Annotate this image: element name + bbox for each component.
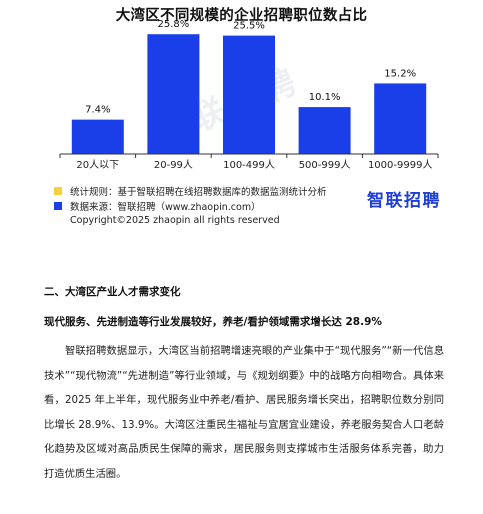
data-label-0: 7.4%	[85, 105, 110, 116]
bar-3	[298, 107, 351, 154]
legend-swatch-yellow	[54, 187, 62, 195]
x-tick-label-4: 1000-9999人	[368, 159, 433, 171]
section-heading: 二、大湾区产业人才需求变化	[44, 286, 181, 298]
legend-swatch-blue	[54, 202, 62, 210]
data-label-2: 25.5%	[233, 21, 265, 32]
bar-4	[374, 83, 427, 154]
legend-item-source: 数据来源：智联招聘（www.zhaopin.com）	[54, 199, 261, 213]
x-tick-label-2: 100-499人	[223, 159, 275, 171]
x-tick-label-3: 500-999人	[299, 159, 351, 171]
body-paragraph: 智联招聘数据显示，大湾区当前招聘增速亮眼的产业集中于“现代服务”“新一代信息技术…	[44, 345, 444, 480]
bar-1	[147, 34, 200, 154]
legend-label-rule: 统计规则：基于智联招聘在线招聘数据库的数据监测统计分析	[70, 187, 327, 198]
chart-title: 大湾区不同规模的企业招聘职位数占比	[115, 8, 368, 24]
sub-heading: 现代服务、先进制造等行业发展较好，养老/看护领域需求增长达 28.9%	[44, 316, 382, 328]
copyright-text: Copyright©2025 zhaopin all rights reserv…	[70, 215, 280, 226]
brand-logo: 智联招聘	[367, 191, 441, 211]
data-label-3: 10.1%	[309, 92, 341, 103]
data-label-1: 25.8%	[158, 19, 190, 30]
data-label-4: 15.2%	[384, 68, 416, 79]
bar-0	[71, 119, 124, 154]
bar-chart: 7.4% 20人以下 25.8% 20-99人 25.5% 100-499人 10.1% 50…	[59, 19, 439, 171]
bar-2	[223, 35, 275, 154]
legend-item-rule: 统计规则：基于智联招聘在线招聘数据库的数据监测统计分析	[54, 184, 327, 198]
x-tick-label-0: 20人以下	[76, 159, 119, 171]
x-tick-label-1: 20-99人	[154, 159, 193, 171]
legend-label-source: 数据来源：智联招聘（www.zhaopin.com）	[70, 202, 261, 213]
